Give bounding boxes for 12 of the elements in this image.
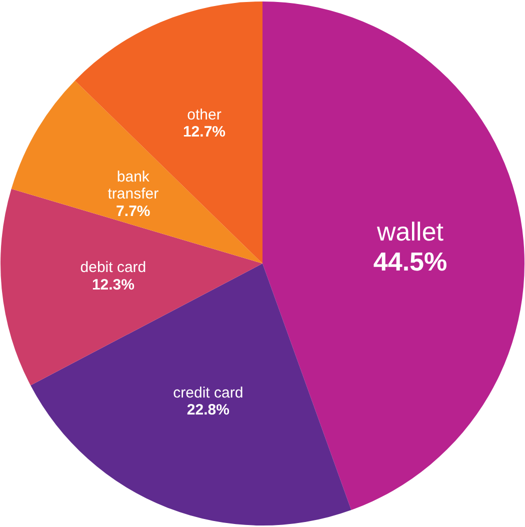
slice-label: credit card	[173, 384, 244, 402]
slice-label: bank transfer	[108, 168, 159, 203]
data-label: 12.3%	[92, 276, 134, 294]
slice-label: other	[187, 106, 222, 124]
data-label: 7.7%	[116, 203, 150, 220]
data-label: 44.5%	[373, 246, 448, 277]
data-label: 22.8%	[186, 402, 230, 419]
pie-slice	[0, 188, 262, 386]
pie-slice	[262, 2, 524, 510]
slice-label: debit card	[80, 259, 146, 276]
slice-label: wallet	[376, 216, 444, 247]
data-label: 12.7%	[182, 124, 226, 141]
